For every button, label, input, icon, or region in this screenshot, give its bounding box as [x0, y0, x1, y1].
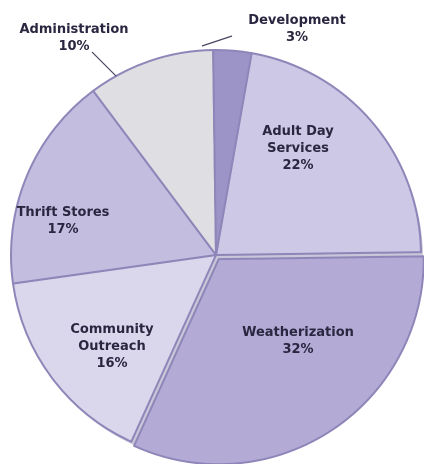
slice-label-thrift-stores: Thrift Stores 17% [17, 205, 110, 237]
slice-label-weatherization: Weatherization 32% [242, 325, 354, 357]
pie-slice-development [212, 49, 253, 256]
slice-label-community-outreach: Community Outreach 16% [70, 322, 154, 371]
pie-slice-community-outreach [12, 254, 217, 443]
pie-slice-administration [92, 49, 217, 256]
slice-label-adult-day-services: Adult Day Services 22% [262, 124, 334, 173]
pie-slice-adult-day-services [215, 52, 422, 256]
pie-slice-weatherization [133, 255, 424, 464]
leader-line-administration [91, 51, 117, 77]
slice-label-development: Development 3% [248, 13, 345, 45]
leader-line-development [201, 35, 233, 47]
slice-label-administration: Administration 10% [19, 22, 128, 54]
pie-slice-thrift-stores [10, 89, 217, 285]
